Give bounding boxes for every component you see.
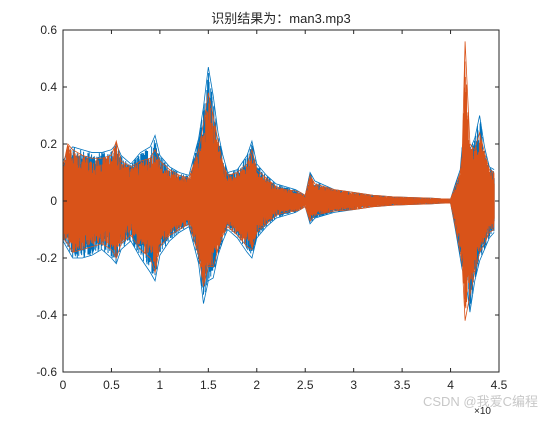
x-tick-label: 4.5 [491, 378, 508, 392]
y-tick-label: 0.6 [40, 23, 57, 37]
y-tick-label: 0.2 [40, 137, 57, 151]
x-tick-label: 4 [447, 378, 454, 392]
y-tick-label: 0.4 [40, 80, 57, 94]
y-tick-label: -0.2 [36, 251, 57, 265]
y-axis: 0.6 0.4 0.2 0 -0.2 -0.4 -0.6 [36, 23, 499, 379]
series-1-upper-peaks [62, 66, 495, 200]
series-2-lower-peaks [62, 202, 495, 321]
x-tick-label: 2 [253, 378, 260, 392]
x-tick-label: 0 [60, 378, 67, 392]
series-1-lower-peaks [62, 202, 495, 313]
watermark: CSDN @我爱C编程 [423, 394, 538, 409]
y-tick-label: -0.6 [36, 365, 57, 379]
x-tick-label: 2.5 [297, 378, 314, 392]
x-tick-label: 1.5 [200, 378, 217, 392]
y-tick-label: 0 [50, 194, 57, 208]
x-tick-label: 3.5 [394, 378, 411, 392]
x-axis-exponent: ×10 [474, 406, 491, 417]
series-2-upper-peaks [62, 41, 495, 200]
chart-title: 识别结果为：man3.mp3 [211, 11, 350, 26]
series-layer [62, 41, 495, 321]
x-tick-label: 0.5 [103, 378, 120, 392]
x-tick-label: 1 [157, 378, 164, 392]
y-tick-label: -0.4 [36, 308, 57, 322]
x-axis: 0 0.5 1 1.5 2 2.5 3 3.5 4 4.5 [60, 30, 508, 392]
x-tick-label: 3 [350, 378, 357, 392]
